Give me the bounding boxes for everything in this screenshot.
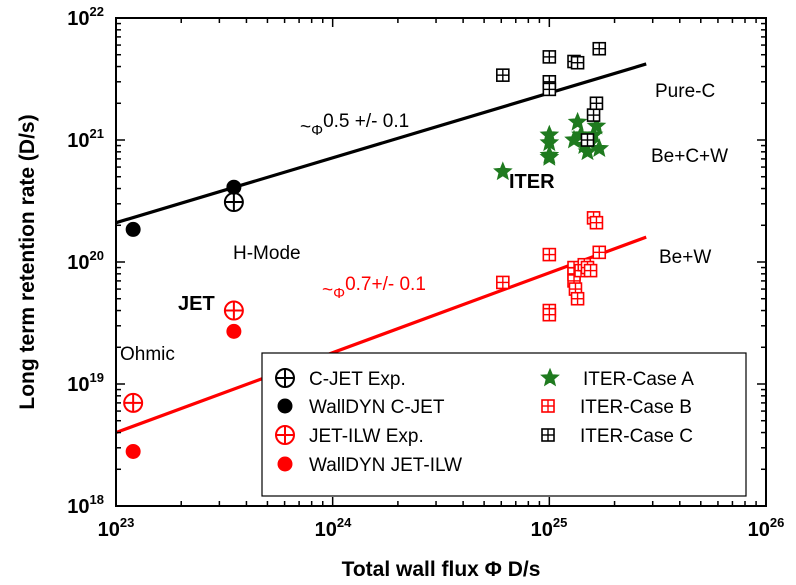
- marker-walldyn-jet-ilw: [125, 443, 141, 459]
- marker-iter-case-c: [570, 55, 585, 70]
- marker-iter-case-c: [592, 41, 607, 56]
- marker-iter-case-c: [542, 82, 557, 97]
- annotation-iter: ITER: [509, 171, 555, 193]
- marker-iter-case-c: [542, 50, 557, 64]
- marker-iter-case-b: [496, 275, 510, 290]
- fit-label-black-symbol: Φ: [311, 122, 323, 139]
- annotation-pure-c: Pure-C: [655, 81, 715, 102]
- y-axis-title: Long term retention rate (D/s): [16, 114, 39, 409]
- marker-iter-case-b: [542, 247, 557, 262]
- legend-label-iter-case-a: ITER-Case A: [583, 369, 694, 390]
- legend-label-c-jet-exp: C-JET Exp.: [309, 369, 406, 390]
- fit-label-black: ~Φ0.5 +/- 0.1: [300, 111, 409, 139]
- legend: C-JET Exp. WallDYN C-JET JET-ILW Exp. Wa…: [261, 352, 747, 497]
- legend-label-walldyn-jet-ilw: WallDYN JET-ILW: [309, 455, 462, 476]
- legend-marker-c-jet-exp-: [275, 368, 295, 388]
- y-tick-label: 1022: [67, 4, 104, 30]
- legend-marker-iter-case-c: [541, 428, 555, 442]
- annotation-jet: JET: [178, 293, 215, 315]
- axis-ticks: [115, 17, 767, 507]
- marker-c-jet-exp-: [223, 192, 244, 213]
- marker-iter-case-b: [542, 307, 557, 322]
- marker-iter-case-c: [589, 96, 604, 111]
- y-tick-label: 1020: [67, 248, 104, 274]
- legend-label-walldyn-c-jet: WallDYN C-JET: [309, 397, 445, 418]
- legend-marker-iter-case-a: [540, 367, 560, 387]
- marker-walldyn-c-jet: [226, 179, 242, 195]
- legend-label-iter-case-c: ITER-Case C: [580, 426, 693, 447]
- marker-walldyn-c-jet: [125, 221, 141, 237]
- fit-line-1: [116, 235, 647, 435]
- y-tick-label: 1018: [67, 492, 104, 518]
- marker-iter-case-b: [589, 215, 604, 230]
- legend-marker-iter-case-b: [541, 399, 555, 413]
- marker-iter-case-b: [570, 291, 585, 306]
- marker-jet-ilw-exp-: [223, 300, 244, 321]
- marker-iter-case-c: [496, 68, 510, 82]
- marker-iter-case-a: [539, 147, 560, 166]
- y-tick-label: 1021: [67, 126, 104, 152]
- data-markers: [123, 41, 610, 459]
- marker-iter-case-b: [592, 245, 607, 260]
- annotation-h-mode: H-Mode: [233, 243, 301, 264]
- marker-iter-case-b: [583, 263, 598, 278]
- x-tick-label: 1023: [98, 515, 135, 541]
- legend-label-iter-case-b: ITER-Case B: [580, 397, 692, 418]
- legend-label-jet-ilw-exp: JET-ILW Exp.: [309, 426, 424, 447]
- fit-label-red-symbol: Φ: [333, 285, 345, 302]
- x-tick-label: 1026: [748, 515, 785, 541]
- fit-label-red: ~Φ0.7+/- 0.1: [322, 274, 426, 302]
- y-tick-label: 1019: [67, 370, 104, 396]
- marker-iter-case-a: [586, 115, 607, 135]
- marker-iter-case-a: [567, 111, 588, 131]
- x-axis-title: Total wall flux Φ D/s: [342, 558, 541, 581]
- legend-marker-walldyn-jet-ilw: [277, 456, 293, 472]
- x-tick-label: 1024: [315, 515, 352, 541]
- annotation-ohmic: Ohmic: [120, 344, 175, 365]
- marker-iter-case-a: [493, 161, 513, 181]
- annotation-be-w: Be+W: [659, 247, 711, 268]
- x-tick-label: 1025: [531, 515, 568, 541]
- marker-jet-ilw-exp-: [123, 392, 144, 413]
- legend-marker-jet-ilw-exp-: [275, 425, 295, 445]
- fit-lines: [116, 62, 647, 435]
- annotation-be-c-w: Be+C+W: [651, 146, 728, 167]
- marker-walldyn-jet-ilw: [226, 323, 242, 339]
- legend-marker-walldyn-c-jet: [277, 398, 293, 414]
- fit-line-0: [116, 62, 647, 225]
- marker-iter-case-c: [580, 133, 595, 147]
- marker-iter-case-c: [586, 108, 601, 122]
